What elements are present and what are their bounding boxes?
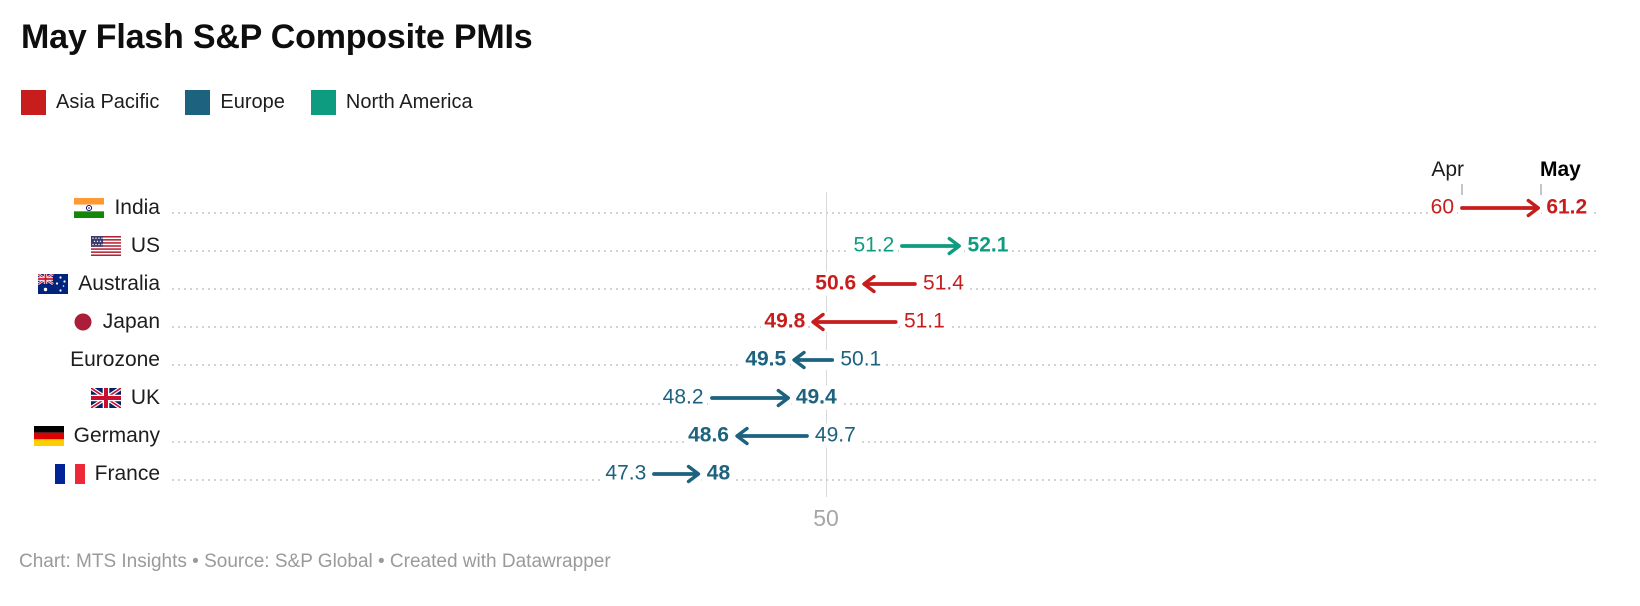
row-label-group: UK bbox=[0, 383, 160, 413]
legend-swatch bbox=[185, 90, 211, 115]
germany-flag-icon bbox=[33, 426, 64, 447]
row-label: Germany bbox=[73, 424, 160, 448]
trend-arrow bbox=[810, 311, 899, 332]
row-gridline bbox=[172, 402, 1598, 405]
apr-value: 47.3 bbox=[602, 461, 650, 486]
legend-label: North America bbox=[345, 91, 473, 113]
may-value: 49.5 bbox=[742, 347, 790, 372]
apr-value: 50.1 bbox=[837, 347, 885, 372]
row-label-group: US bbox=[0, 231, 160, 261]
legend: Asia Pacific Europe North America bbox=[21, 90, 473, 115]
may-value: 50.6 bbox=[812, 271, 860, 296]
may-value: 61.2 bbox=[1543, 195, 1591, 220]
trend-arrow bbox=[733, 426, 810, 447]
may-value: 52.1 bbox=[964, 233, 1012, 258]
row-label: UK bbox=[130, 386, 160, 409]
row-gridline bbox=[172, 212, 1598, 214]
row-label-group: Germany bbox=[0, 421, 160, 451]
row-label: India bbox=[114, 195, 160, 219]
row-label: Japan bbox=[102, 309, 160, 333]
row-label: Eurozone bbox=[70, 347, 160, 371]
row-label-group: Eurozone bbox=[0, 345, 160, 375]
australia-flag-icon bbox=[38, 273, 69, 294]
trend-arrow bbox=[861, 273, 919, 294]
india-flag-icon bbox=[74, 197, 105, 218]
trend-arrow bbox=[651, 464, 702, 485]
row-label: France bbox=[94, 462, 160, 486]
apr-tick-mark bbox=[1461, 184, 1463, 195]
japan-flag-icon bbox=[73, 312, 93, 332]
x-axis-tick-label: 50 bbox=[813, 505, 839, 531]
trend-arrow bbox=[899, 235, 963, 256]
row-label: Australia bbox=[78, 271, 160, 295]
footer-credit: Chart: MTS Insights • Source: S&P Global… bbox=[19, 551, 611, 572]
chart-title: May Flash S&P Composite PMIs bbox=[21, 18, 533, 56]
may-value: 48 bbox=[703, 461, 734, 486]
us-flag-icon bbox=[90, 235, 121, 256]
apr-value: 51.4 bbox=[920, 271, 967, 296]
row-label-group: Australia bbox=[0, 269, 160, 299]
column-header-apr: Apr bbox=[1431, 158, 1464, 181]
apr-value: 48.2 bbox=[659, 385, 707, 410]
may-tick-mark bbox=[1540, 184, 1542, 195]
legend-label: Asia Pacific bbox=[56, 91, 160, 113]
row-label-group: Japan bbox=[0, 307, 160, 337]
may-value: 49.8 bbox=[761, 309, 809, 334]
may-value: 48.6 bbox=[685, 423, 732, 448]
gridline-50 bbox=[826, 192, 827, 497]
column-header-may: May bbox=[1540, 158, 1581, 181]
legend-item-europe: Europe bbox=[185, 90, 285, 115]
may-value: 49.4 bbox=[792, 385, 840, 410]
trend-arrow bbox=[791, 349, 836, 370]
row-label-group: France bbox=[0, 459, 160, 489]
apr-value: 51.2 bbox=[850, 233, 898, 258]
legend-label: Europe bbox=[220, 91, 285, 113]
legend-swatch bbox=[21, 90, 46, 115]
apr-value: 49.7 bbox=[811, 423, 859, 448]
row-gridline bbox=[172, 440, 1598, 443]
france-flag-icon bbox=[54, 464, 85, 485]
legend-swatch bbox=[310, 90, 336, 115]
trend-arrow bbox=[1458, 197, 1542, 218]
legend-item-asia-pacific: Asia Pacific bbox=[21, 90, 159, 115]
apr-value: 51.1 bbox=[900, 309, 948, 334]
trend-arrow bbox=[708, 388, 791, 408]
row-label-group: India bbox=[0, 193, 160, 223]
row-gridline bbox=[172, 364, 1598, 367]
row-label: US bbox=[130, 233, 160, 257]
apr-value: 60 bbox=[1427, 195, 1457, 220]
uk-flag-icon bbox=[90, 388, 121, 408]
legend-item-north-america: North America bbox=[310, 90, 473, 115]
row-gridline bbox=[172, 478, 1598, 481]
